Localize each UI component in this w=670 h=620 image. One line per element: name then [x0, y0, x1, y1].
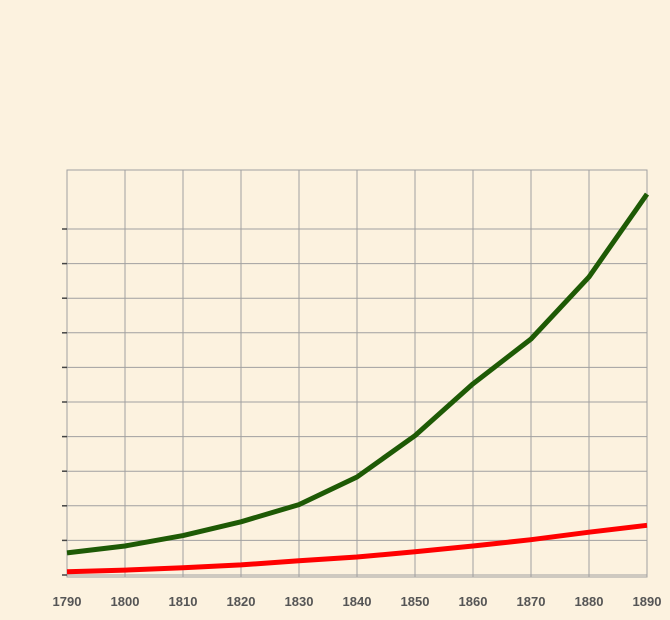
series-line-1	[66, 192, 650, 556]
x-tick-label: 1880	[575, 594, 604, 609]
x-tick-label: 1890	[633, 594, 662, 609]
y-axis-ticks	[62, 228, 67, 576]
grid	[66, 169, 648, 578]
x-tick-label: 1840	[343, 594, 372, 609]
x-tick-label: 1860	[459, 594, 488, 609]
x-tick-label: 1870	[517, 594, 546, 609]
x-tick-label: 1800	[111, 594, 140, 609]
x-tick-label: 1830	[285, 594, 314, 609]
series-lines	[66, 192, 650, 575]
x-axis-tick-labels: 1790 1800 1810 1820 1830 1840 1850 1860 1870 1880…	[53, 594, 662, 609]
plot-frame	[66, 169, 648, 578]
x-tick-label: 1790	[53, 594, 82, 609]
x-tick-label: 1810	[169, 594, 198, 609]
x-tick-label: 1850	[401, 594, 430, 609]
series-line-2	[66, 522, 648, 575]
x-tick-label: 1820	[227, 594, 256, 609]
